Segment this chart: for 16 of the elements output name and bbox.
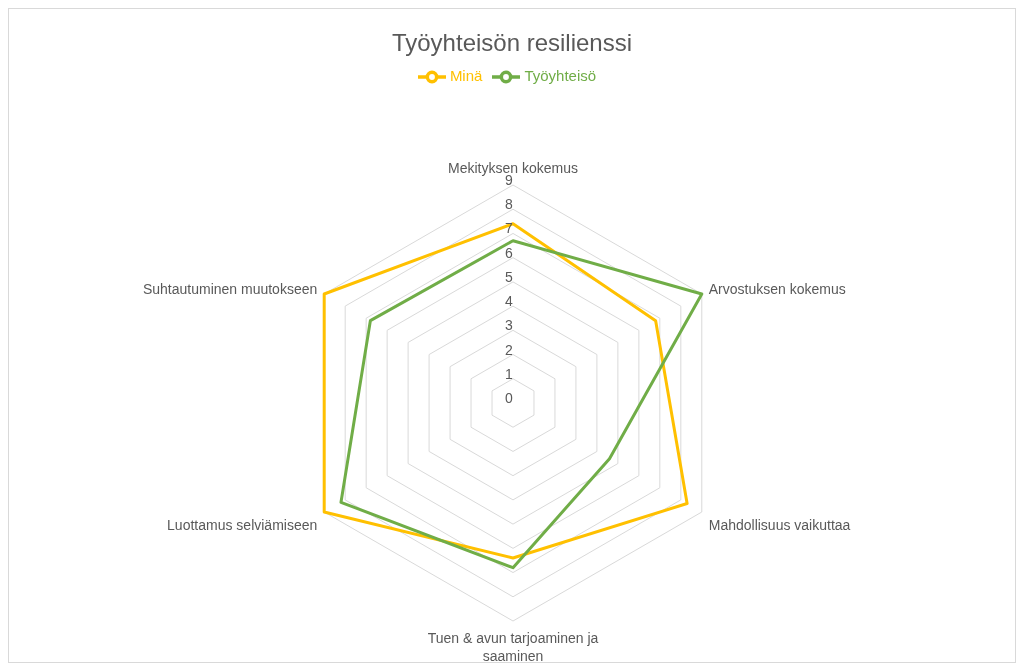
y-tick-label: 3 bbox=[505, 317, 513, 334]
spoke-label: Luottamus selviämiseen bbox=[167, 517, 318, 533]
y-tick-label: 6 bbox=[505, 244, 513, 261]
chart-title: Työyhteisön resilienssi bbox=[390, 29, 634, 58]
spoke-label: Tuen & avun tarjoaminen ja saaminen bbox=[427, 630, 599, 664]
y-tick-label: 4 bbox=[505, 293, 513, 310]
y-tick-label: 8 bbox=[505, 196, 513, 213]
y-tick-label: 1 bbox=[505, 365, 513, 382]
legend-label: Minä bbox=[449, 66, 483, 84]
legend-label: Työyhteisö bbox=[524, 66, 597, 84]
y-tick-label: 0 bbox=[505, 390, 513, 406]
y-tick-label: 5 bbox=[505, 268, 513, 285]
spoke-label: Suhtautuminen muutokseen bbox=[142, 281, 318, 297]
y-tick-label: 2 bbox=[505, 341, 513, 358]
spoke-label: Arvostuksen kokemus bbox=[708, 281, 846, 297]
spoke-label: Mahdollisuus vaikuttaa bbox=[708, 517, 851, 533]
